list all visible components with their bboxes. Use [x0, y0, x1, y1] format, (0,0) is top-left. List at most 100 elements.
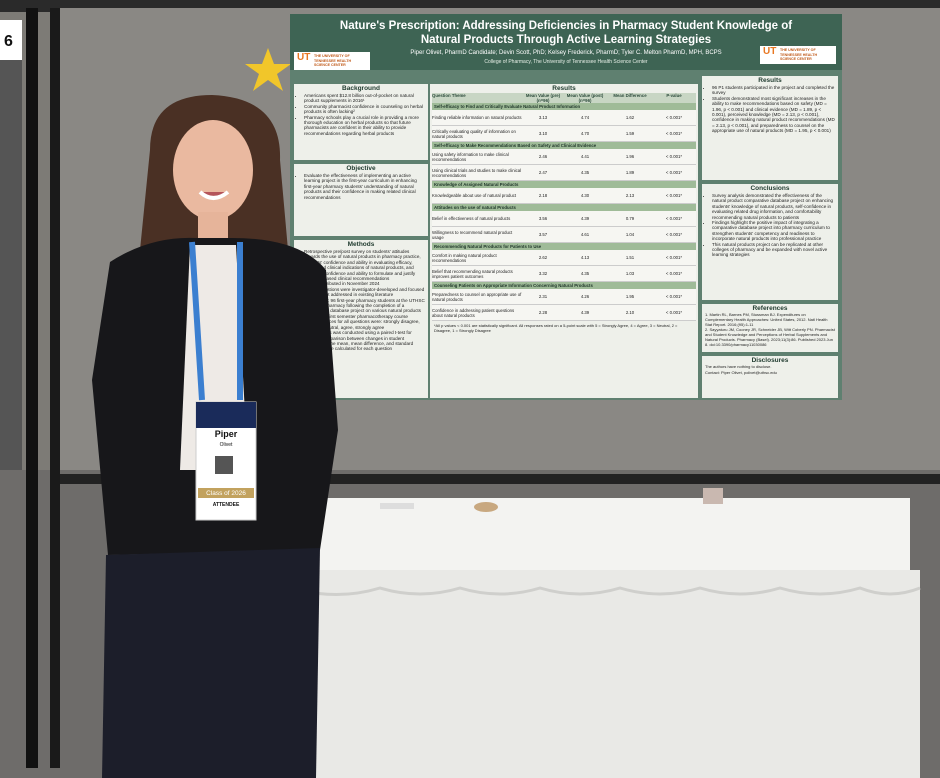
disclosures-box: Disclosures The authors have nothing to …: [702, 356, 838, 398]
disclosure-list: The authors have nothing to disclose. Con…: [705, 364, 835, 376]
table-row: Willingness to recommend natural product…: [432, 227, 696, 243]
cell: Belief that recommending natural product…: [432, 268, 513, 279]
table-row: Finding reliable information on natural …: [432, 110, 696, 126]
cell: 1.04: [625, 232, 635, 237]
cell: 4.26: [580, 294, 590, 299]
cell: 1.51: [625, 255, 635, 260]
cell: 2.31: [538, 294, 548, 299]
cell: 4.39: [580, 310, 590, 315]
booth-sign: [0, 20, 22, 60]
bullet-list: Evaluate the effectiveness of implementi…: [297, 173, 425, 200]
references-box: References 1. Martin RL, Barnes PM, Stus…: [702, 304, 838, 352]
cell: 1.96: [625, 154, 635, 159]
results-box: Results 96 P1 students participated in t…: [702, 76, 838, 180]
cell: < 0.001*: [665, 310, 683, 315]
poster-title: Nature's Prescription: Addressing Defici…: [339, 20, 793, 46]
table-row: Comfort in making natural product recomm…: [432, 250, 696, 266]
cell: 2.28: [538, 310, 548, 315]
section-heading: Conclusions: [750, 185, 790, 192]
affiliation: College of Pharmacy, The University of T…: [484, 59, 648, 65]
bullet: Survey analysis demonstrated the effecti…: [712, 193, 835, 220]
cell: Critically evaluating quality of informa…: [432, 128, 516, 139]
objective-box: Objective Evaluate the effectiveness of …: [294, 164, 428, 236]
bullet: Findings highlight the positive impact o…: [712, 220, 835, 242]
table-row: Critically evaluating quality of informa…: [432, 126, 696, 142]
bullet: Data analysis was conducted using a pair…: [304, 330, 425, 352]
bullet: 96 P1 students participated in the proje…: [712, 85, 835, 96]
cell: Preparedness to counsel on appropriate u…: [432, 291, 522, 302]
badge-last-name: Olivet: [220, 442, 233, 448]
section-theme: Recommending Natural Products for Patien…: [432, 243, 696, 250]
cell: < 0.001*: [665, 271, 683, 276]
column-header: Mean Value (post) (n=96): [566, 93, 604, 103]
cell: 4.61: [580, 232, 590, 237]
badge-role: ATTENDEE: [213, 502, 240, 508]
cell: < 0.001*: [665, 154, 683, 159]
class-ribbon: [198, 488, 254, 498]
bullet: Survey questions were investigator-devel…: [304, 287, 425, 298]
neighbor-panel: [0, 20, 22, 470]
table-row: Preparedness to counsel on appropriate u…: [432, 289, 696, 305]
logo: THE UNIVERSITY OF TENNESSEE HEALTH SCIEN…: [760, 46, 836, 64]
cell: 3.10: [538, 131, 548, 136]
cell: 1.03: [625, 271, 635, 276]
table-top: [310, 498, 910, 580]
item: Contact: Piper Olivet, polivet@uthsc.edu: [705, 369, 777, 375]
cell: Using safety information to make clinica…: [432, 151, 509, 162]
bullet: Community pharmacist confidence in couns…: [304, 104, 425, 115]
smile: [198, 190, 230, 200]
lanyard: [189, 241, 243, 401]
cell: 2.62: [538, 255, 548, 260]
table-row: Using safety information to make clinica…: [432, 149, 696, 165]
section-theme: Attitudes on the use of natural Products: [432, 204, 696, 211]
column-header: Mean Difference: [613, 93, 647, 98]
table-skirt: [300, 570, 920, 778]
bullet: Answer choices for all questions were: s…: [304, 319, 425, 330]
bullet: Americans spent $12.8 billion out-of-poc…: [304, 93, 425, 104]
results-table: Results Question Theme Mean Value (pre) (…: [430, 84, 698, 398]
cell: Finding reliable information on natural …: [432, 115, 522, 120]
reference-list: 1. Martin RL, Barnes PM, Stussman BJ. Ex…: [705, 312, 835, 348]
logo: THE UNIVERSITY OF TENNESSEE HEALTH SCIEN…: [294, 52, 370, 70]
table-footnote: *All p values < 0.001 are statistically …: [434, 323, 678, 333]
qr-code: [215, 456, 233, 474]
frame-rail: [60, 474, 940, 484]
cell: < 0.001*: [665, 294, 683, 299]
cell: 2.10: [625, 310, 635, 315]
table-row: Confidence in addressing patient questio…: [432, 305, 696, 321]
cell: 3.13: [538, 115, 548, 120]
rubber-bands: [474, 502, 498, 512]
cell: Knowledgeable about use of natural produ…: [432, 193, 517, 198]
section-heading: Methods: [347, 241, 375, 248]
cell: 2.47: [538, 170, 548, 175]
cell: Willingness to recommend natural product…: [432, 229, 513, 240]
bullet: Evaluate the effectiveness of implementi…: [304, 173, 425, 200]
cell: Belief in effectiveness of natural produ…: [432, 216, 511, 221]
cell: 4.35: [580, 170, 590, 175]
cell: < 0.001*: [665, 232, 683, 237]
cell: 2.13: [625, 193, 635, 198]
cell: 1.62: [625, 115, 635, 120]
conclusions-box: Conclusions Survey analysis demonstrated…: [702, 184, 838, 300]
section-theme: Counseling Patients on Appropriate Infor…: [432, 282, 696, 289]
item: 1. Martin RL, Barnes PM, Stussman BJ. Ex…: [705, 312, 828, 327]
face: [173, 120, 253, 220]
cell: 4.70: [580, 131, 590, 136]
table-row: Belief that recommending natural product…: [432, 266, 696, 282]
bullet: Participants: 96 first-year pharmacy stu…: [304, 298, 425, 320]
cell: < 0.001*: [665, 193, 683, 198]
section-heading: Disclosures: [751, 357, 789, 364]
cell: Using clinical trials and studies to mak…: [432, 167, 522, 178]
cell: 4.74: [580, 115, 590, 120]
cell: < 0.001*: [665, 216, 683, 221]
pants: [102, 548, 320, 778]
background-box: Background Americans spent $12.8 billion…: [294, 84, 428, 160]
cell: 2.46: [538, 154, 548, 159]
bullet: Students demonstrated most significant i…: [712, 96, 835, 134]
badge-banner: [196, 402, 256, 428]
section-theme: Self-efficacy to Find and Critically Eva…: [432, 103, 696, 110]
column-header: P-value: [666, 93, 682, 98]
bullet: This natural products project can be rep…: [712, 242, 835, 258]
cell: Confidence in addressing patient questio…: [432, 307, 515, 318]
